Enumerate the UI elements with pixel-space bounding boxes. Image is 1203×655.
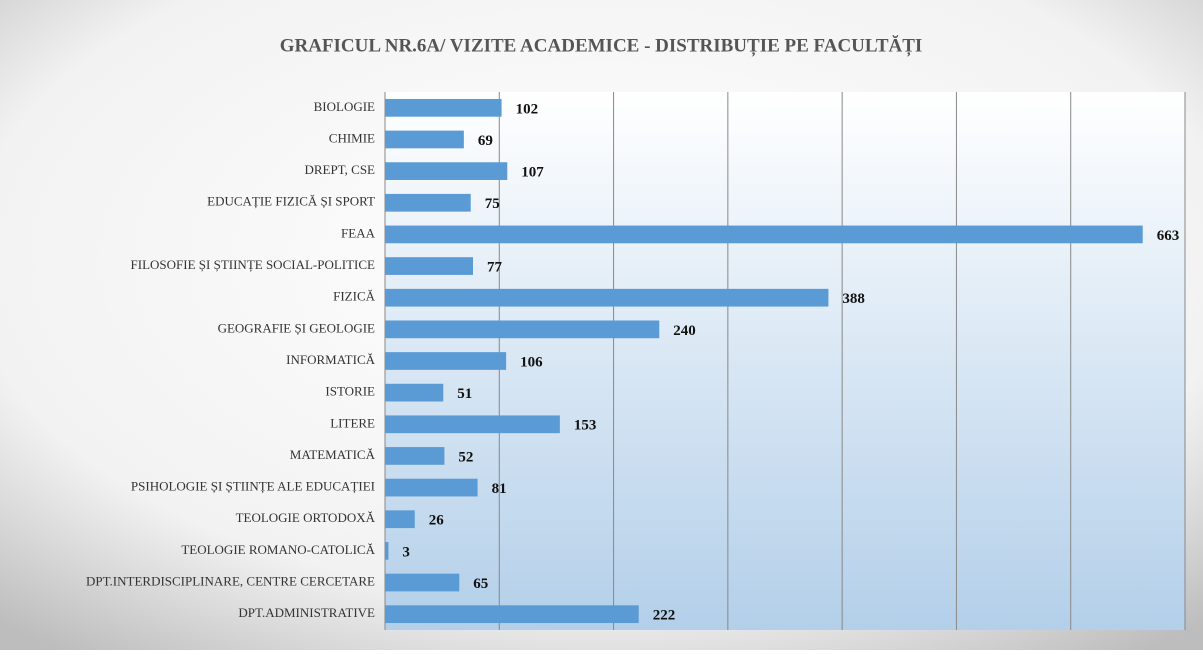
data-label: 69 [478,133,493,149]
data-label: 52 [458,449,473,465]
data-label: 26 [429,513,445,529]
plot-area [385,92,1185,630]
bar [385,510,415,529]
bar [385,478,478,497]
data-label: 81 [492,481,507,497]
y-tick-label: ISTORIE [325,384,375,399]
y-tick-label: DPT.ADMINISTRATIVE [238,605,375,620]
y-tick-label: EDUCAȚIE FIZICĂ ȘI SPORT [207,194,375,209]
bar [385,193,471,212]
y-tick-label: CHIMIE [329,130,375,145]
y-tick-label: LITERE [330,415,375,430]
bar [385,605,639,624]
y-tick-label: INFORMATICĂ [286,352,375,367]
y-tick-label: FIZICĂ [333,289,376,304]
data-label: 51 [457,386,472,402]
data-label: 663 [1157,228,1180,244]
data-label: 65 [473,576,488,592]
data-label: 3 [402,544,410,560]
bar [385,383,444,402]
data-label: 153 [574,418,597,434]
chart-title: GRAFICUL NR.6A/ VIZITE ACADEMICE - DISTR… [280,34,923,56]
bar [385,320,660,339]
bar [385,415,560,434]
y-tick-label: TEOLOGIE ROMANO-CATOLICĂ [181,542,375,557]
bar [385,225,1143,244]
bar [385,162,508,180]
bar [385,288,829,307]
bar [385,352,507,370]
y-tick-label: GEOGRAFIE ȘI GEOLOGIE [218,320,375,335]
y-tick-label: MATEMATICĂ [290,447,376,462]
y-tick-label: BIOLOGIE [314,99,375,114]
y-tick-label: TEOLOGIE ORTODOXĂ [236,510,376,525]
data-label: 107 [521,165,544,181]
data-label: 106 [520,354,543,370]
y-tick-label: FILOSOFIE ȘI ȘTIINȚE SOCIAL-POLITICE [131,257,376,272]
bar [385,98,502,117]
bar [385,257,473,275]
bar [385,573,460,592]
data-label: 388 [842,291,865,307]
data-label: 240 [673,323,696,339]
data-label: 75 [485,196,500,212]
bar [385,542,389,560]
bar [385,130,464,149]
data-label: 102 [516,101,539,117]
data-label: 77 [487,259,503,275]
y-tick-label: FEAA [341,225,376,240]
y-tick-label: DPT.INTERDISCIPLINARE, CENTRE CERCETARE [86,574,375,589]
y-tick-label: PSIHOLOGIE ȘI ȘTIINȚE ALE EDUCAȚIEI [131,479,375,494]
data-label: 222 [653,608,676,624]
y-tick-label: DREPT, CSE [304,162,375,177]
bar [385,447,445,465]
